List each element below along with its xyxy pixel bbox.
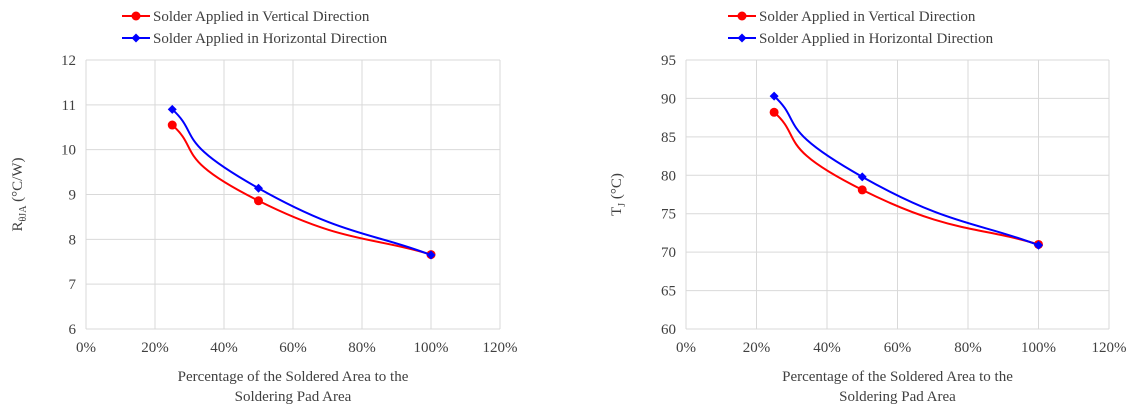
- chart0-series-line-1: [171, 108, 432, 256]
- chart0-x-tick-label: 100%: [414, 340, 449, 356]
- chart1-x-tick-label: 0%: [676, 340, 696, 356]
- chart0-y-tick-label: 8: [69, 232, 77, 248]
- chart0-legend-marker-0: [131, 11, 141, 21]
- chart1-series-1-point: [1034, 240, 1043, 250]
- chart-tj: 60 65 70 75 80 85 90 95 0% 20% 40% 60% 80% 100% 120% Pe…: [569, 0, 1138, 419]
- chart1-x-tick-label: 40%: [813, 340, 841, 356]
- chart0-y-tick-label: 11: [62, 98, 76, 114]
- chart1-x-tick-label: 20%: [743, 340, 771, 356]
- chart0-legend-marker-1: [131, 33, 141, 43]
- chart0-legend-label-0: Solder Applied in Vertical Direction: [153, 9, 370, 25]
- chart1-y-axis-title: TJ (°C): [609, 173, 628, 216]
- chart-tj-svg: 60 65 70 75 80 85 90 95 0% 20% 40% 60% 80% 100% 120% Pe…: [609, 9, 1127, 405]
- chart1-series-1-point: [857, 172, 867, 182]
- chart1-legend-label-1: Solder Applied in Horizontal Direction: [759, 31, 994, 47]
- chart1-series-0-point: [857, 185, 867, 195]
- chart1-y-tick-label: 85: [661, 130, 676, 146]
- chart0-x-tick-label: 120%: [483, 340, 518, 356]
- chart1-legend-label-0: Solder Applied in Vertical Direction: [759, 9, 976, 25]
- chart1-series-line-0: [773, 111, 1039, 246]
- chart0-y-tick-label: 9: [69, 188, 77, 204]
- chart1-x-tick-label: 60%: [884, 340, 912, 356]
- chart1-y-tick-label: 65: [661, 284, 676, 300]
- chart1-legend-marker-1: [737, 33, 747, 43]
- chart1-series-line-1: [773, 95, 1039, 247]
- chart1-x-tick-label: 80%: [954, 340, 982, 356]
- chart0-series-1-point: [167, 104, 177, 114]
- chart1-x-axis-title: Soldering Pad Area: [839, 389, 956, 405]
- chart0-y-tick-label: 10: [61, 143, 76, 159]
- chart0-y-tick-label: 7: [69, 277, 77, 293]
- chart0-legend-label-1: Solder Applied in Horizontal Direction: [153, 31, 388, 47]
- chart1-legend-marker-0: [737, 11, 747, 21]
- chart0-x-tick-label: 60%: [279, 340, 307, 356]
- chart1-y-tick-label: 95: [661, 53, 676, 69]
- chart0-series-line-0: [171, 124, 432, 256]
- chart0-series-1-point: [426, 250, 436, 260]
- chart0-x-tick-label: 0%: [76, 340, 96, 356]
- chart1-x-tick-label: 100%: [1021, 340, 1056, 356]
- chart0-y-axis-title: RθJA (°C/W): [10, 158, 29, 232]
- chart1-x-tick-label: 120%: [1092, 340, 1127, 356]
- chart0-x-tick-label: 20%: [141, 340, 169, 356]
- chart0-x-tick-label: 40%: [210, 340, 238, 356]
- chart1-series-0-point: [769, 107, 779, 117]
- chart0-x-axis-title: Percentage of the Soldered Area to the: [178, 369, 409, 385]
- chart1-y-tick-label: 60: [661, 322, 676, 338]
- chart0-y-tick-label: 12: [61, 53, 76, 69]
- chart-rthja: 6 7 8 9 10 11 12 0% 20% 40% 60% 80% 100% 120% Percenta…: [10, 9, 518, 405]
- chart0-series-0-point: [167, 120, 177, 130]
- chart0-x-tick-label: 80%: [348, 340, 376, 356]
- chart1-series-1-point: [769, 91, 779, 101]
- chart1-y-tick-label: 70: [661, 245, 676, 261]
- chart1-y-tick-label: 90: [661, 91, 676, 107]
- chart0-series-1-point: [254, 183, 263, 193]
- chart1-y-tick-label: 80: [661, 168, 676, 184]
- chart0-x-axis-title: Soldering Pad Area: [235, 389, 352, 405]
- chart1-y-tick-label: 75: [661, 207, 676, 223]
- chart0-series-0-point: [254, 196, 263, 206]
- chart0-y-tick-label: 6: [69, 322, 77, 338]
- chart1-x-axis-title: Percentage of the Soldered Area to the: [782, 369, 1013, 385]
